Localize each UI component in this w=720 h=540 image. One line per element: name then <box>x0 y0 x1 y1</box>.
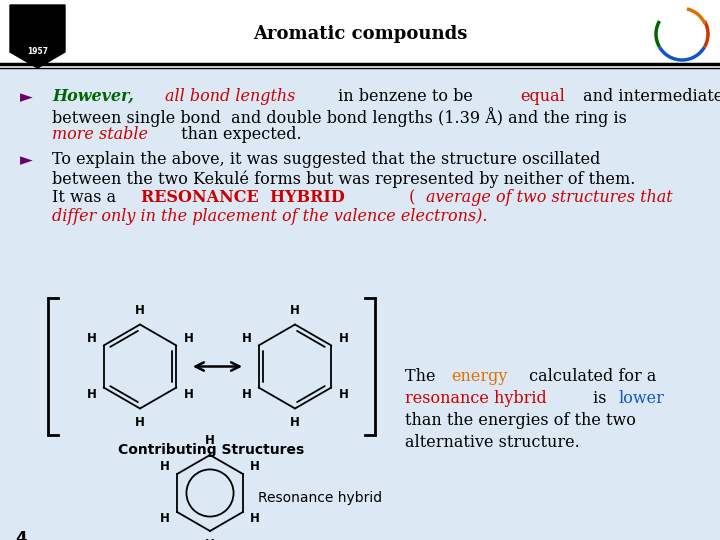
Bar <box>0 0 720 68</box>
Text: H: H <box>242 388 251 401</box>
Text: H: H <box>242 332 251 345</box>
Text: H: H <box>250 461 260 474</box>
Text: than the energies of the two: than the energies of the two <box>405 412 636 429</box>
Text: Resonance hybrid: Resonance hybrid <box>258 491 382 505</box>
Text: H: H <box>250 512 260 525</box>
Text: all bond lengths: all bond lengths <box>165 88 295 105</box>
Text: between single bond  and double bond lengths (1.39 Å) and the ring is: between single bond and double bond leng… <box>52 107 627 127</box>
Text: calculated for a: calculated for a <box>523 368 656 385</box>
Text: ►: ► <box>20 88 32 106</box>
Text: Aromatic compounds: Aromatic compounds <box>253 25 467 43</box>
Text: differ only in the placement of the valence electrons).: differ only in the placement of the vale… <box>52 208 487 225</box>
Text: Contributing Structures: Contributing Structures <box>118 443 305 457</box>
Text: H: H <box>160 512 170 525</box>
Text: more stable: more stable <box>52 126 148 143</box>
Text: H: H <box>338 332 348 345</box>
Text: H: H <box>290 416 300 429</box>
Text: However,: However, <box>52 88 140 105</box>
Text: in benzene to be: in benzene to be <box>333 88 478 105</box>
Text: H: H <box>160 461 170 474</box>
Text: H: H <box>184 332 194 345</box>
Text: lower: lower <box>618 390 665 407</box>
Text: is: is <box>588 390 611 407</box>
Text: (: ( <box>404 189 420 206</box>
Text: RESONANCE  HYBRID: RESONANCE HYBRID <box>141 189 345 206</box>
Text: H: H <box>338 388 348 401</box>
Text: It was a: It was a <box>52 189 121 206</box>
Text: H: H <box>290 304 300 317</box>
Text: The: The <box>405 368 441 385</box>
Text: H: H <box>205 435 215 448</box>
Text: 🌴: 🌴 <box>32 18 43 37</box>
Text: and intermediate: and intermediate <box>578 88 720 105</box>
Text: between the two Kekulé forms but was represented by neither of them.: between the two Kekulé forms but was rep… <box>52 170 635 187</box>
Text: 1957: 1957 <box>27 48 48 57</box>
Text: equal: equal <box>521 88 565 105</box>
Text: average of two structures that: average of two structures that <box>426 189 672 206</box>
Text: H: H <box>135 416 145 429</box>
Text: energy: energy <box>451 368 508 385</box>
Text: To explain the above, it was suggested that the structure oscillated: To explain the above, it was suggested t… <box>52 151 600 168</box>
Text: alternative structure.: alternative structure. <box>405 434 580 451</box>
Polygon shape <box>10 5 65 68</box>
Text: H: H <box>184 388 194 401</box>
Text: H: H <box>135 304 145 317</box>
Text: 4: 4 <box>15 530 27 540</box>
Text: than expected.: than expected. <box>176 126 302 143</box>
Text: ►: ► <box>20 151 32 169</box>
Text: H: H <box>86 388 96 401</box>
Text: H: H <box>205 538 215 540</box>
Text: resonance hybrid: resonance hybrid <box>405 390 546 407</box>
Text: H: H <box>86 332 96 345</box>
